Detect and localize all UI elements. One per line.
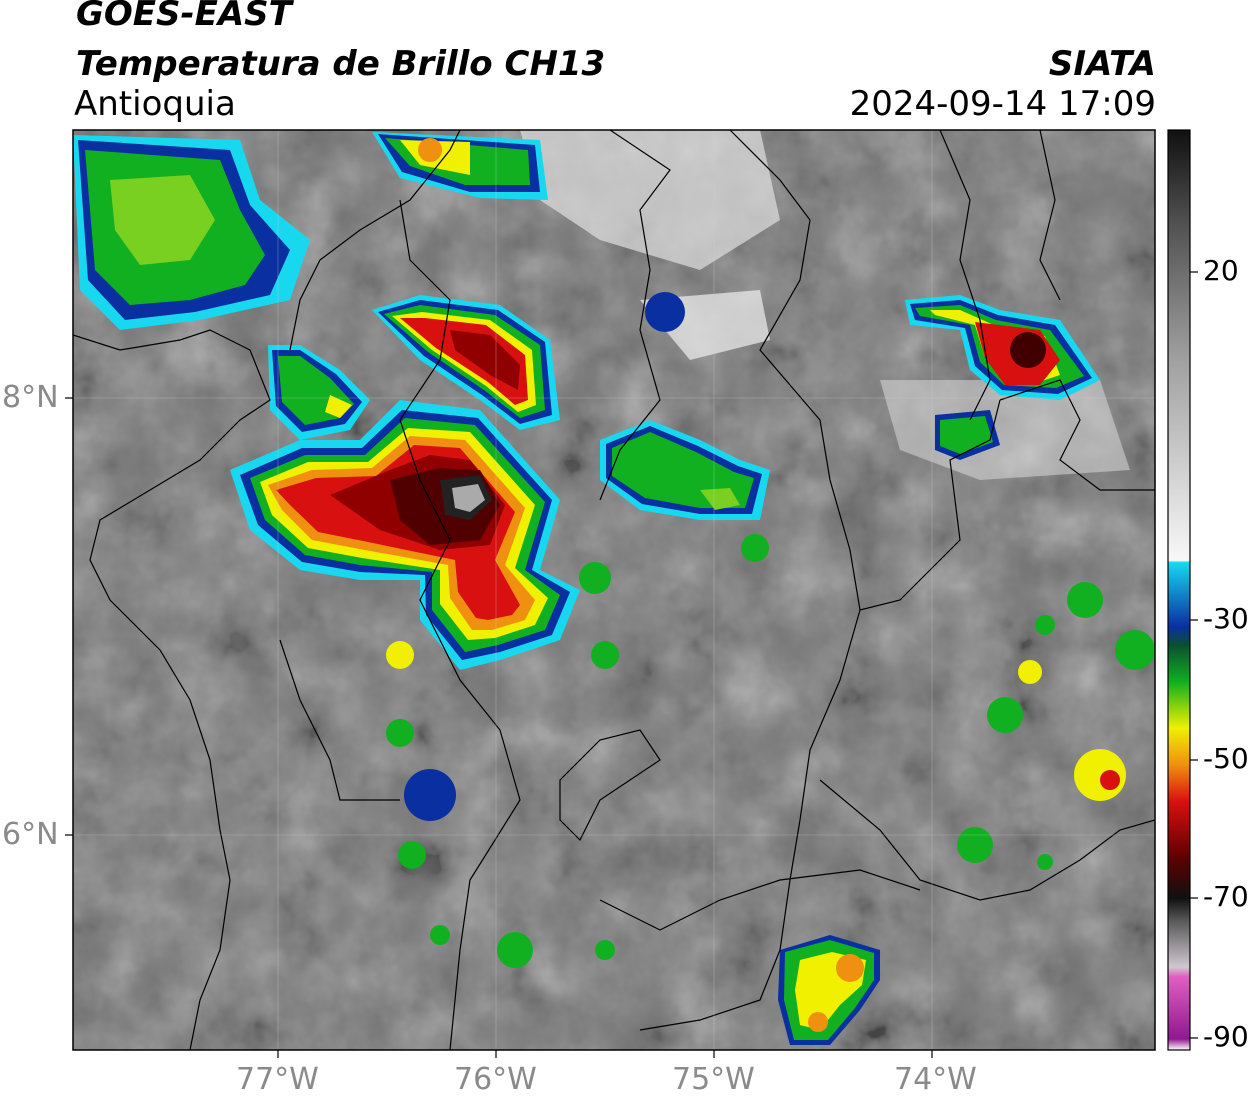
graticule: [73, 130, 1155, 1050]
small-convective-cells: [386, 292, 1155, 968]
colorbar-tick-label: -50: [1203, 742, 1249, 775]
cold-cloud-top: [268, 345, 370, 440]
cold-cloud-top: [778, 935, 880, 1045]
lon-tick-label: 75°W: [672, 1062, 755, 1097]
map-frame: [72, 129, 1156, 1051]
colorbar-tick-label: -90: [1203, 1020, 1249, 1053]
cloud-bank: [880, 380, 1130, 480]
satellite-title: GOES-EAST: [76, 0, 292, 34]
colorbar: [1167, 129, 1191, 1051]
lon-tick-label: 74°W: [894, 1062, 977, 1097]
colorbar-tick-label: -30: [1203, 602, 1249, 635]
lon-tick-label: 77°W: [236, 1062, 319, 1097]
colorbar-tick-label: -70: [1203, 880, 1249, 913]
cold-cloud-top: [600, 420, 770, 520]
lat-tick-label: 6°N: [2, 817, 59, 852]
lat-tick-label: 8°N: [2, 380, 59, 415]
axis-ticks: [65, 397, 933, 1058]
timestamp-label: 2024-09-14 17:09: [849, 84, 1156, 124]
political-boundaries: [73, 130, 1155, 1050]
cold-cloud-top: [905, 295, 1100, 400]
region-label: Antioquia: [74, 84, 236, 124]
colorbar-tick-label: 20: [1203, 254, 1239, 287]
cold-cloud-top: [230, 400, 580, 670]
colorbar-ticks: [1190, 271, 1198, 1039]
cold-cloud-top: [372, 132, 548, 200]
cloud-bank: [520, 130, 780, 270]
cold-cloud-top: [73, 135, 310, 330]
organization-label: SIATA: [1048, 44, 1156, 84]
lon-tick-label: 76°W: [454, 1062, 537, 1097]
map-field: [73, 130, 1155, 1050]
product-title: Temperatura de Brillo CH13: [76, 44, 606, 84]
